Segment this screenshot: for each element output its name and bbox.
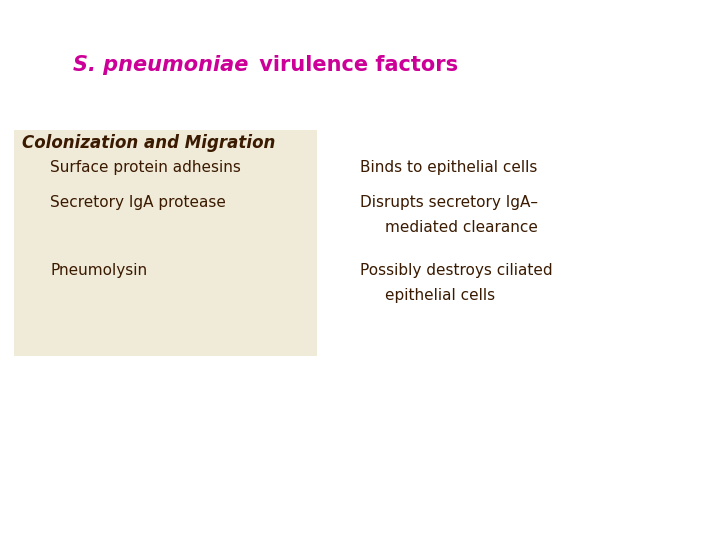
Text: S. pneumoniae: S. pneumoniae bbox=[73, 55, 248, 75]
Text: Pneumolysin: Pneumolysin bbox=[50, 262, 148, 278]
Text: Binds to epithelial cells: Binds to epithelial cells bbox=[360, 160, 537, 175]
Text: mediated clearance: mediated clearance bbox=[385, 220, 538, 235]
Text: epithelial cells: epithelial cells bbox=[385, 288, 495, 303]
Text: Disrupts secretory IgA–: Disrupts secretory IgA– bbox=[360, 195, 538, 210]
Text: Secretory IgA protease: Secretory IgA protease bbox=[50, 195, 226, 210]
Text: virulence factors: virulence factors bbox=[252, 55, 458, 75]
Text: Possibly destroys ciliated: Possibly destroys ciliated bbox=[360, 262, 553, 278]
Text: Colonization and Migration: Colonization and Migration bbox=[22, 134, 275, 152]
FancyBboxPatch shape bbox=[14, 130, 317, 356]
Text: Surface protein adhesins: Surface protein adhesins bbox=[50, 160, 241, 175]
